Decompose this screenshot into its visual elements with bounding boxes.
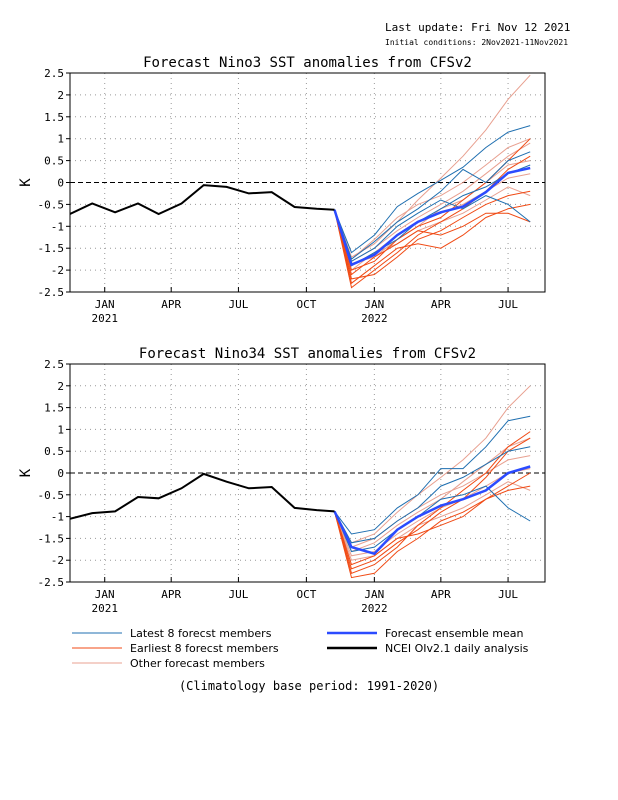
- nino3-ncei-oiv2-1-daily-analysis-line: [70, 184, 335, 216]
- nino3-plot-frame: [69, 72, 546, 293]
- nino3-chart-title: Forecast Nino3 SST anomalies from CFSv2: [143, 55, 472, 71]
- nino3-y-tick-label: -1.5: [38, 242, 65, 255]
- nino3-plot-area: [70, 74, 531, 289]
- nino3-earliest-8-forecst-members-line: [334, 209, 531, 276]
- nino3-x-tick-label: JUL: [498, 298, 518, 311]
- nino34-chart-panel: Forecast Nino34 SST anomalies from CFSv2…: [18, 346, 546, 615]
- legend-label: Forecast ensemble mean: [385, 627, 524, 640]
- nino3-x-tick-label: JAN: [364, 298, 384, 311]
- nino34-y-tick-label: -1.5: [38, 532, 65, 545]
- nino34-earliest-8-forecst-members-line: [334, 472, 531, 566]
- nino3-x-year-label: 2022: [361, 312, 388, 325]
- nino3-y-tick-label: 1.5: [44, 111, 64, 124]
- legend-label: Earliest 8 forecst members: [130, 642, 279, 655]
- nino34-y-tick-label: -0.5: [38, 489, 65, 502]
- nino3-y-tick-label: -2: [51, 264, 64, 277]
- nino34-x-tick-label: JUL: [228, 588, 248, 601]
- nino34-y-tick-label: 0: [57, 467, 64, 480]
- nino34-x-tick-label: JAN: [95, 588, 115, 601]
- nino3-x-tick-label: APR: [161, 298, 181, 311]
- nino3-x-year-label: 2021: [91, 312, 118, 325]
- nino34-y-tick-label: 2: [57, 380, 64, 393]
- nino34-plot-frame: [69, 363, 546, 583]
- nino34-y-axis-label: K: [18, 468, 34, 477]
- last-update-label: Last update: Fri Nov 12 2021: [385, 21, 570, 34]
- nino3-y-tick-label: -2.5: [38, 286, 65, 299]
- nino3-latest-8-forecst-members-line: [334, 151, 531, 260]
- initial-conditions-label: Initial conditions: 2Nov2021-11Nov2021: [385, 38, 568, 47]
- nino34-y-tick-label: 1: [57, 423, 64, 436]
- nino3-y-tick-label: 1: [57, 133, 64, 146]
- chart-legend: Latest 8 forecst members Earliest 8 forec…: [72, 627, 529, 670]
- nino3-y-tick-label: 2.5: [44, 67, 64, 80]
- nino34-y-tick-label: 0.5: [44, 445, 64, 458]
- nino3-latest-8-forecst-members-line: [334, 125, 531, 254]
- nino34-other-forecast-members-line: [334, 437, 531, 553]
- nino3-chart-panel: Forecast Nino3 SST anomalies from CFSv2 -…: [18, 55, 546, 325]
- nino3-x-tick-label: JAN: [95, 298, 115, 311]
- nino34-other-forecast-members-line: [334, 385, 531, 544]
- nino34-ncei-oiv2-1-daily-analysis-line: [70, 472, 335, 520]
- nino34-x-tick-label: APR: [431, 588, 451, 601]
- nino3-y-tick-label: -0.5: [38, 198, 65, 211]
- nino3-y-tick-label: -1: [51, 220, 64, 233]
- nino3-forecast-ensemble-mean-line: [333, 166, 531, 267]
- nino3-other-forecast-members-line: [334, 173, 531, 267]
- nino34-y-tick-label: 2.5: [44, 358, 64, 371]
- nino34-latest-8-forecst-members-line: [334, 446, 531, 544]
- nino34-y-tick-label: -1: [51, 511, 64, 524]
- nino34-x-year-label: 2021: [91, 602, 118, 615]
- nino3-latest-8-forecst-members-line: [334, 195, 531, 263]
- nino34-x-tick-label: OCT: [296, 588, 316, 601]
- legend-label: NCEI OIv2.1 daily analysis: [385, 642, 529, 655]
- nino3-x-tick-label: JUL: [228, 298, 248, 311]
- nino3-earliest-8-forecst-members-line: [334, 155, 531, 289]
- nino34-chart-title: Forecast Nino34 SST anomalies from CFSv2: [139, 346, 476, 362]
- nino3-y-tick-label: 0.5: [44, 155, 64, 168]
- nino34-forecast-ensemble-mean-line: [333, 465, 531, 556]
- nino34-plot-area: [70, 385, 531, 579]
- legend-label: Latest 8 forecst members: [130, 627, 272, 640]
- nino34-earliest-8-forecst-members-line: [334, 431, 531, 574]
- nino34-x-tick-label: JAN: [364, 588, 384, 601]
- legend-label: Other forecast members: [130, 657, 265, 670]
- nino3-x-tick-label: OCT: [296, 298, 316, 311]
- nino34-x-year-label: 2022: [361, 602, 388, 615]
- nino34-latest-8-forecst-members-line: [334, 415, 531, 535]
- nino3-y-tick-label: 0: [57, 177, 64, 190]
- nino3-other-forecast-members-line: [334, 74, 531, 258]
- nino3-y-tick-label: 2: [57, 89, 64, 102]
- nino3-y-axis-label: K: [18, 178, 34, 187]
- nino34-y-tick-label: -2.5: [38, 576, 65, 589]
- nino34-y-tick-label: -2: [51, 554, 64, 567]
- nino34-x-tick-label: APR: [161, 588, 181, 601]
- climatology-note: (Climatology base period: 1991-2020): [179, 679, 439, 693]
- nino34-x-tick-label: JUL: [498, 588, 518, 601]
- nino3-other-forecast-members-line: [334, 186, 531, 271]
- nino34-other-forecast-members-line: [334, 468, 531, 557]
- nino3-x-tick-label: APR: [431, 298, 451, 311]
- nino34-earliest-8-forecst-members-line: [334, 437, 531, 570]
- nino34-other-forecast-members-line: [334, 455, 531, 548]
- nino34-y-tick-label: 1.5: [44, 402, 64, 415]
